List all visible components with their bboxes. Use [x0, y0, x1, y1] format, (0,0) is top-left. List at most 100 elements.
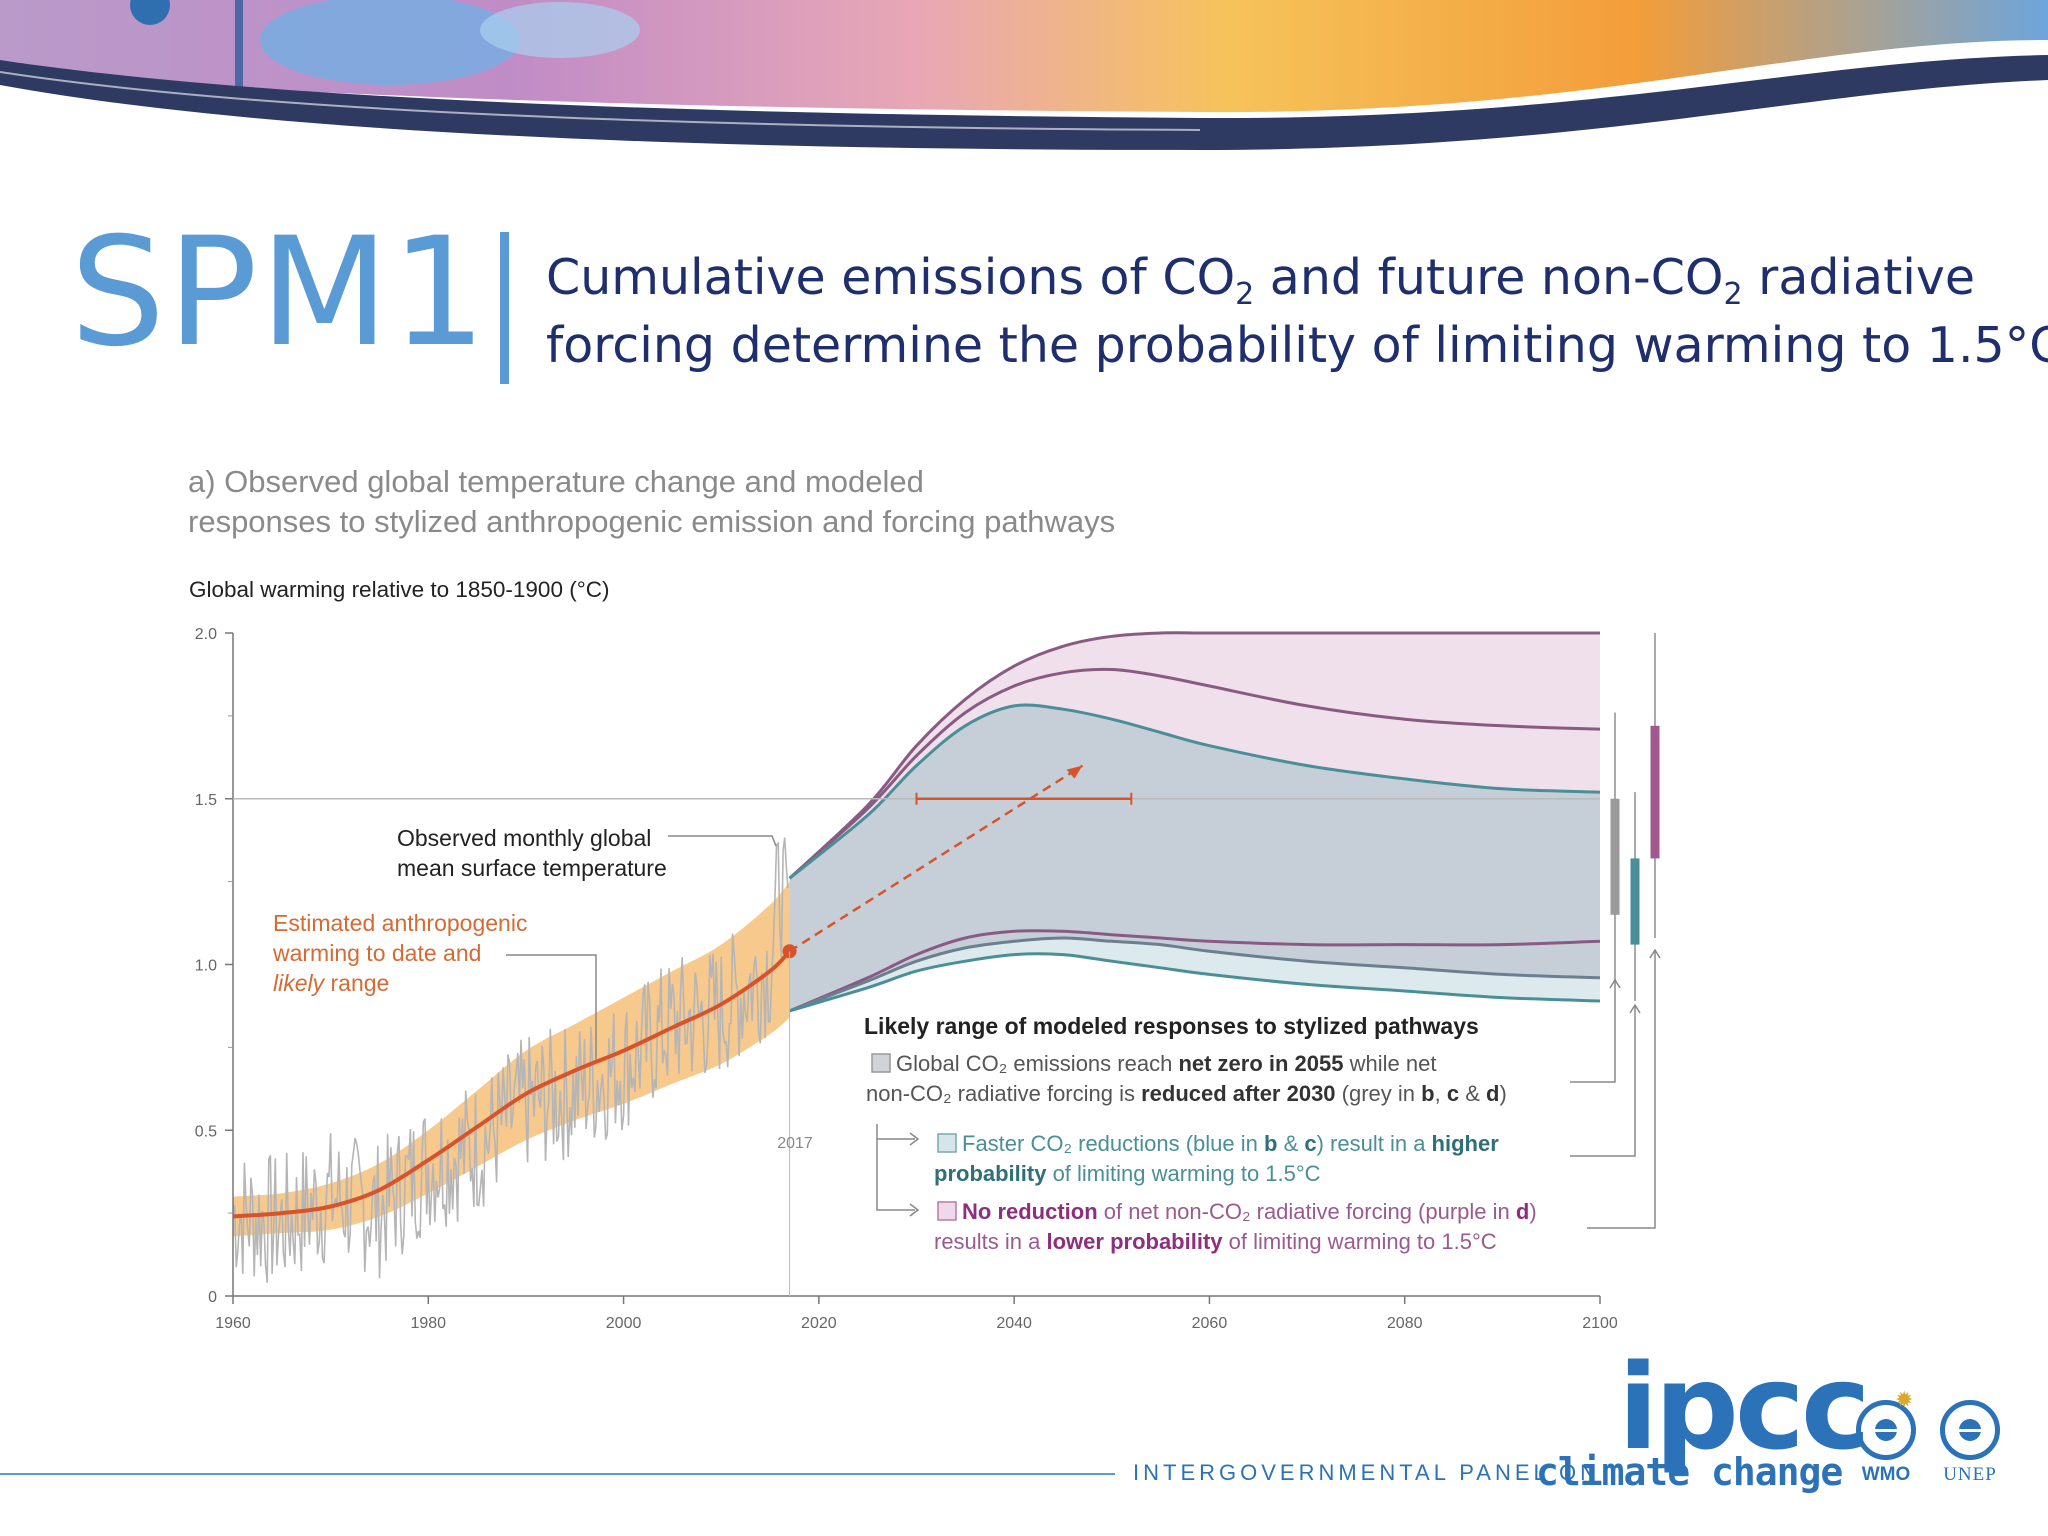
legend-purple: No reduction of net non-CO₂ radiative fo… [934, 1199, 1537, 1254]
legend-text-bold: c [1447, 1081, 1459, 1106]
y-tick-label: 2.0 [195, 626, 217, 643]
y-tick-label: 1.0 [195, 958, 217, 975]
projection-arrow [788, 764, 1084, 953]
chart-text: Observed monthly global mean surface temp… [272, 825, 1537, 1254]
headline-sub: 2 [1235, 277, 1255, 312]
y-tick-label: 1.5 [195, 792, 217, 809]
chart-axes: 0 0.5 1.0 1.5 2.0 1960 1980 2000 2020 2040 2060 208… [195, 626, 1618, 1332]
annotation-observed: Observed monthly global mean surface temp… [397, 825, 667, 881]
annotation-line: warming to date and [272, 940, 481, 966]
legend-swatch-blue [937, 1133, 957, 1153]
legend-text-bold: net zero in 2055 [1178, 1051, 1343, 1076]
unep-logo: UNEP [1930, 1400, 2010, 1486]
estimated-leader [506, 954, 597, 1060]
purple-connector-arrow [909, 1203, 920, 1217]
purple-lower-line [789, 929, 1601, 1013]
header-banner [0, 0, 2048, 175]
blue-lower-line [789, 952, 1601, 1013]
range-bar-grey [1610, 798, 1620, 915]
y-tick-label: 0.5 [195, 1123, 217, 1140]
blue-connector-arrow [909, 1132, 920, 1146]
leader-arrowhead [1629, 1003, 1641, 1014]
legend-swatch-purple [937, 1201, 957, 1221]
purple-mid-line [788, 667, 1601, 880]
legend-text: while net [1344, 1051, 1437, 1076]
legend-text-bold: probability [934, 1161, 1047, 1186]
legend-text-bold: c [1304, 1131, 1316, 1156]
annotation-line: range [324, 970, 389, 996]
legend-text: ) [1529, 1199, 1536, 1224]
legend-text: Faster CO₂ reductions (blue in [962, 1131, 1264, 1156]
slide-badge: SPM1 [70, 206, 489, 380]
blue-connector [876, 1124, 915, 1140]
modeled-bands [788, 631, 1601, 1013]
legend-text: results in a [934, 1229, 1047, 1254]
x-tick-label: 2100 [1582, 1315, 1618, 1332]
grey-lower-line [789, 936, 1601, 1013]
x-tick-label: 2000 [606, 1315, 642, 1332]
grey-leader [1570, 980, 1616, 1083]
ipcc-org-name: INTERGOVERNMENTAL PANEL ON [1133, 1460, 1601, 1485]
panel-title-line: a) Observed global temperature change an… [188, 464, 924, 499]
legend-swatch-grey [871, 1053, 891, 1073]
marker-year-label: 2017 [777, 1135, 813, 1152]
blue-upper-line [788, 703, 1601, 880]
y-axis-label: Global warming relative to 1850-1900 (°C… [189, 577, 610, 602]
wmo-logo: ✹ WMO [1846, 1387, 1926, 1486]
x-tick-label: 1980 [410, 1315, 446, 1332]
anthropogenic-warming-line [232, 949, 792, 1219]
projection-arrowhead [1066, 765, 1083, 779]
legend-text-bold: b [1264, 1131, 1277, 1156]
legend-text: of net non-CO₂ radiative forcing (purple… [1098, 1199, 1516, 1224]
headline-part: and future non-CO [1254, 249, 1724, 306]
observed-leader [668, 835, 777, 847]
purple-leader [1587, 950, 1656, 1229]
leader-arrowhead [1609, 978, 1621, 989]
legend-text: of limiting warming to 1.5°C [1046, 1161, 1320, 1186]
legend-text-bold: b [1421, 1081, 1434, 1106]
legend-text: , [1435, 1081, 1447, 1106]
headline-part: Cumulative emissions of CO [546, 249, 1236, 306]
legend-text: ) result in a [1317, 1131, 1432, 1156]
annotation-line: mean surface temperature [397, 855, 667, 881]
legend-text: ) [1499, 1081, 1506, 1106]
legend-text-bold: d [1486, 1081, 1499, 1106]
legend-text: Global CO₂ emissions reach [896, 1051, 1178, 1076]
legend-text-bold: reduced after 2030 [1141, 1081, 1335, 1106]
legend-text: (grey in [1336, 1081, 1422, 1106]
range-bar-purple [1650, 725, 1660, 859]
x-tick-label: 1960 [215, 1315, 251, 1332]
title-divider [500, 232, 509, 384]
legend-text: of limiting warming to 1.5°C [1223, 1229, 1497, 1254]
legend-text: & [1459, 1081, 1486, 1106]
x-tick-label: 2080 [1387, 1315, 1423, 1332]
y-tick-label: 0 [208, 1289, 217, 1306]
range-bar-blue [1630, 858, 1640, 945]
legend-text: & [1277, 1131, 1304, 1156]
x-tick-label: 2040 [996, 1315, 1032, 1332]
purple-upper-line [788, 631, 1600, 880]
legend-grey: Global CO₂ emissions reach net zero in 2… [866, 1051, 1507, 1106]
wmo-name: WMO [1861, 1464, 1911, 1485]
wmo-emblem-icon: ✹ [1856, 1387, 1916, 1460]
panel-title: a) Observed global temperature change an… [188, 462, 1115, 542]
panel-title-line: responses to stylized anthropogenic emis… [188, 504, 1116, 539]
leader-arrowhead [1649, 948, 1661, 959]
legend-text-bold: higher [1432, 1131, 1500, 1156]
legend-blue: Faster CO₂ reductions (blue in b & c) re… [934, 1131, 1499, 1186]
annotation-line: Estimated anthropogenic [273, 910, 527, 936]
legend-text: non-CO₂ radiative forcing is [866, 1081, 1141, 1106]
slide-headline: Cumulative emissions of CO2 and future n… [546, 244, 2048, 380]
headline-part: radiative [1742, 249, 1976, 306]
chart-annotation-marks [506, 633, 1661, 1229]
purple-connector [876, 1139, 915, 1211]
x-tick-label: 2060 [1192, 1315, 1228, 1332]
ipcc-logo: ipcc [1618, 1338, 1871, 1476]
footer-rule [0, 1473, 1115, 1475]
unep-emblem-icon [1940, 1400, 2000, 1460]
annotation-line: Observed monthly global [397, 825, 651, 851]
annotation-estimated: Estimated anthropogenic warming to date a… [272, 910, 527, 996]
warming-chart: 0 0.5 1.0 1.5 2.0 1960 1980 2000 2020 2040 2060 208… [195, 626, 1661, 1332]
legend-text-bold: lower probability [1047, 1229, 1224, 1254]
headline-line-2: forcing determine the probability of lim… [546, 317, 2048, 374]
